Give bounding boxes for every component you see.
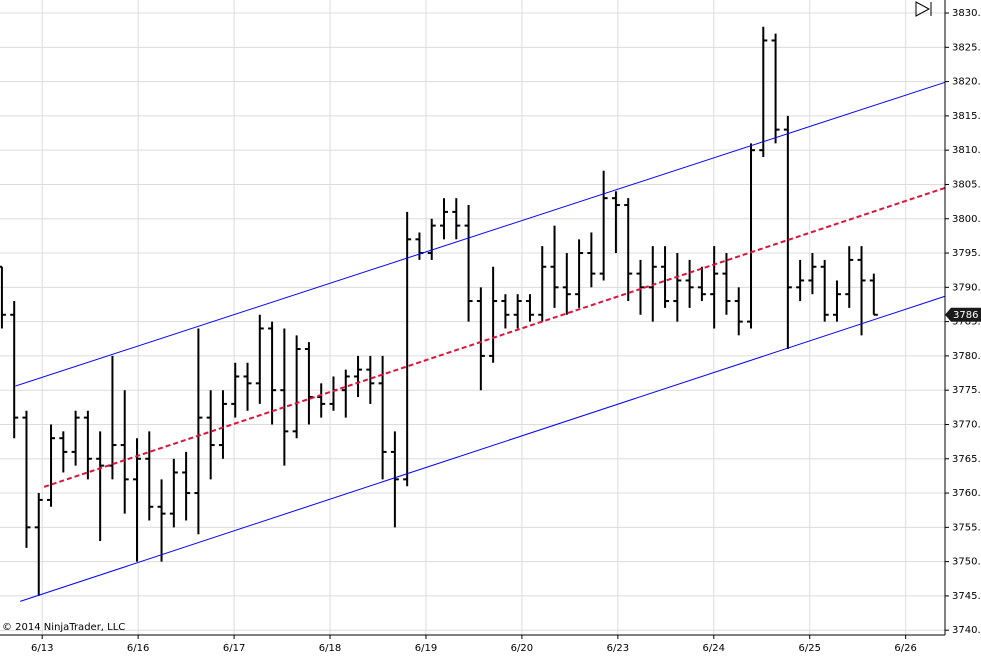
last-price-label: 3786 bbox=[953, 310, 978, 321]
x-tick-label: 6/16 bbox=[127, 643, 149, 654]
x-tick-label: 6/20 bbox=[511, 643, 533, 654]
x-tick-label: 6/18 bbox=[319, 643, 341, 654]
x-tick-label: 6/24 bbox=[703, 643, 725, 654]
channel-line bbox=[15, 81, 946, 387]
y-tick-label: 3815.0 bbox=[952, 111, 981, 122]
y-tick-label: 3765.0 bbox=[952, 454, 981, 465]
copyright: © 2014 NinjaTrader, LLC bbox=[2, 622, 125, 633]
y-tick-label: 3805.0 bbox=[952, 179, 981, 190]
y-tick-label: 3790.0 bbox=[952, 282, 981, 293]
y-tick-label: 3745.0 bbox=[952, 591, 981, 602]
x-tick-label: 6/17 bbox=[223, 643, 245, 654]
y-tick-label: 3755.0 bbox=[952, 522, 981, 533]
last-price-box bbox=[945, 307, 981, 322]
y-tick-label: 3820.0 bbox=[952, 77, 981, 88]
x-tick-label: 6/23 bbox=[607, 643, 629, 654]
scroll-icon bbox=[915, 1, 932, 17]
y-tick-label: 3740.0 bbox=[952, 625, 981, 636]
plot bbox=[0, 26, 946, 602]
x-tick-label: 6/25 bbox=[798, 643, 820, 654]
channel-line bbox=[43, 186, 946, 488]
y-tick-label: 3785.0 bbox=[952, 317, 981, 328]
x-tick-label: 6/19 bbox=[415, 643, 437, 654]
y-tick-label: 3770.0 bbox=[952, 419, 981, 430]
y-tick-label: 3750.0 bbox=[952, 557, 981, 568]
y-tick-label: 3795.0 bbox=[952, 248, 981, 259]
scroll-to-end-button[interactable] bbox=[915, 1, 932, 17]
y-tick-label: 3780.0 bbox=[952, 351, 981, 362]
y-tick-label: 3810.0 bbox=[952, 145, 981, 156]
y-tick-label: 3825.0 bbox=[952, 42, 981, 53]
y-tick-label: 3830.0 bbox=[952, 8, 981, 19]
y-tick-label: 3800.0 bbox=[952, 214, 981, 225]
y-tick-label: 3775.0 bbox=[952, 385, 981, 396]
y-tick-label: 3760.0 bbox=[952, 488, 981, 499]
channel-line bbox=[19, 295, 946, 602]
x-tick-label: 6/13 bbox=[31, 643, 53, 654]
x-tick-label: 6/26 bbox=[894, 643, 916, 654]
